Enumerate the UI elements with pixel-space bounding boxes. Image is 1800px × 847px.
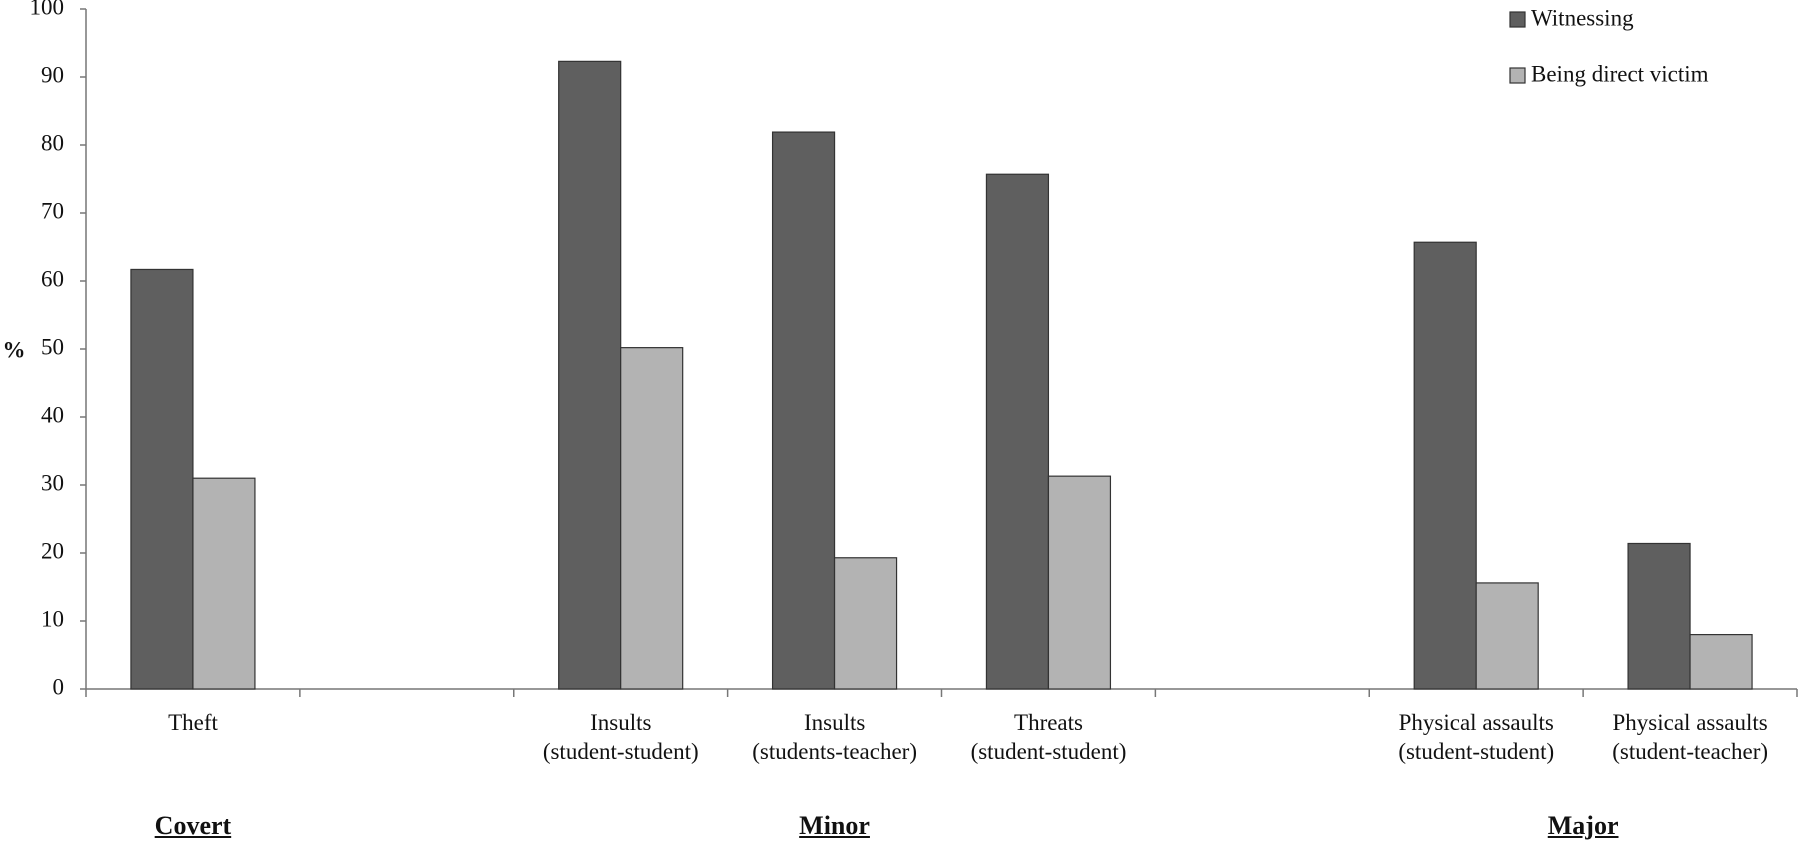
x-tick-label: Physical assaults (student-teacher): [1612, 710, 1769, 764]
legend-swatch: [1509, 11, 1526, 28]
group-label: Major: [1547, 811, 1619, 840]
y-tick-label: 40: [41, 402, 64, 427]
y-tick-label: 100: [30, 0, 65, 19]
x-tick-label: Physical assaults (student-student): [1398, 710, 1555, 764]
bar: [558, 60, 622, 690]
y-tick-label: 30: [41, 470, 64, 495]
bar: [833, 557, 898, 690]
legend-label: Being direct victim: [1531, 61, 1709, 86]
y-axis-label: %: [3, 337, 26, 362]
y-tick-label: 0: [53, 674, 65, 699]
group-label: Covert: [154, 811, 232, 840]
y-tick-label: 20: [41, 538, 64, 563]
x-tick-label: Insults (students-teacher): [752, 710, 917, 764]
group-label: Minor: [799, 811, 870, 840]
y-tick-label: 10: [41, 606, 64, 631]
x-tick-label: Threats (student-student): [970, 710, 1127, 764]
y-tick-label: 60: [41, 266, 64, 291]
y-tick-label: 80: [41, 130, 64, 155]
bar: [1475, 582, 1539, 690]
y-tick-label: 50: [41, 334, 64, 359]
y-tick-label: 70: [41, 198, 64, 223]
x-tick-label: Theft: [168, 710, 218, 735]
bar: [1047, 475, 1112, 690]
bar: [985, 173, 1050, 690]
bar: [192, 477, 256, 690]
bar: [1413, 241, 1477, 690]
legend-swatch: [1509, 67, 1526, 84]
x-tick-label: Insults (student-student): [542, 710, 699, 764]
legend-label: Witnessing: [1531, 5, 1634, 30]
bar: [771, 131, 836, 690]
bar: [1689, 633, 1753, 690]
y-tick-label: 90: [41, 62, 64, 87]
bar: [620, 347, 684, 690]
bar: [130, 268, 194, 690]
bar: [1627, 542, 1691, 690]
